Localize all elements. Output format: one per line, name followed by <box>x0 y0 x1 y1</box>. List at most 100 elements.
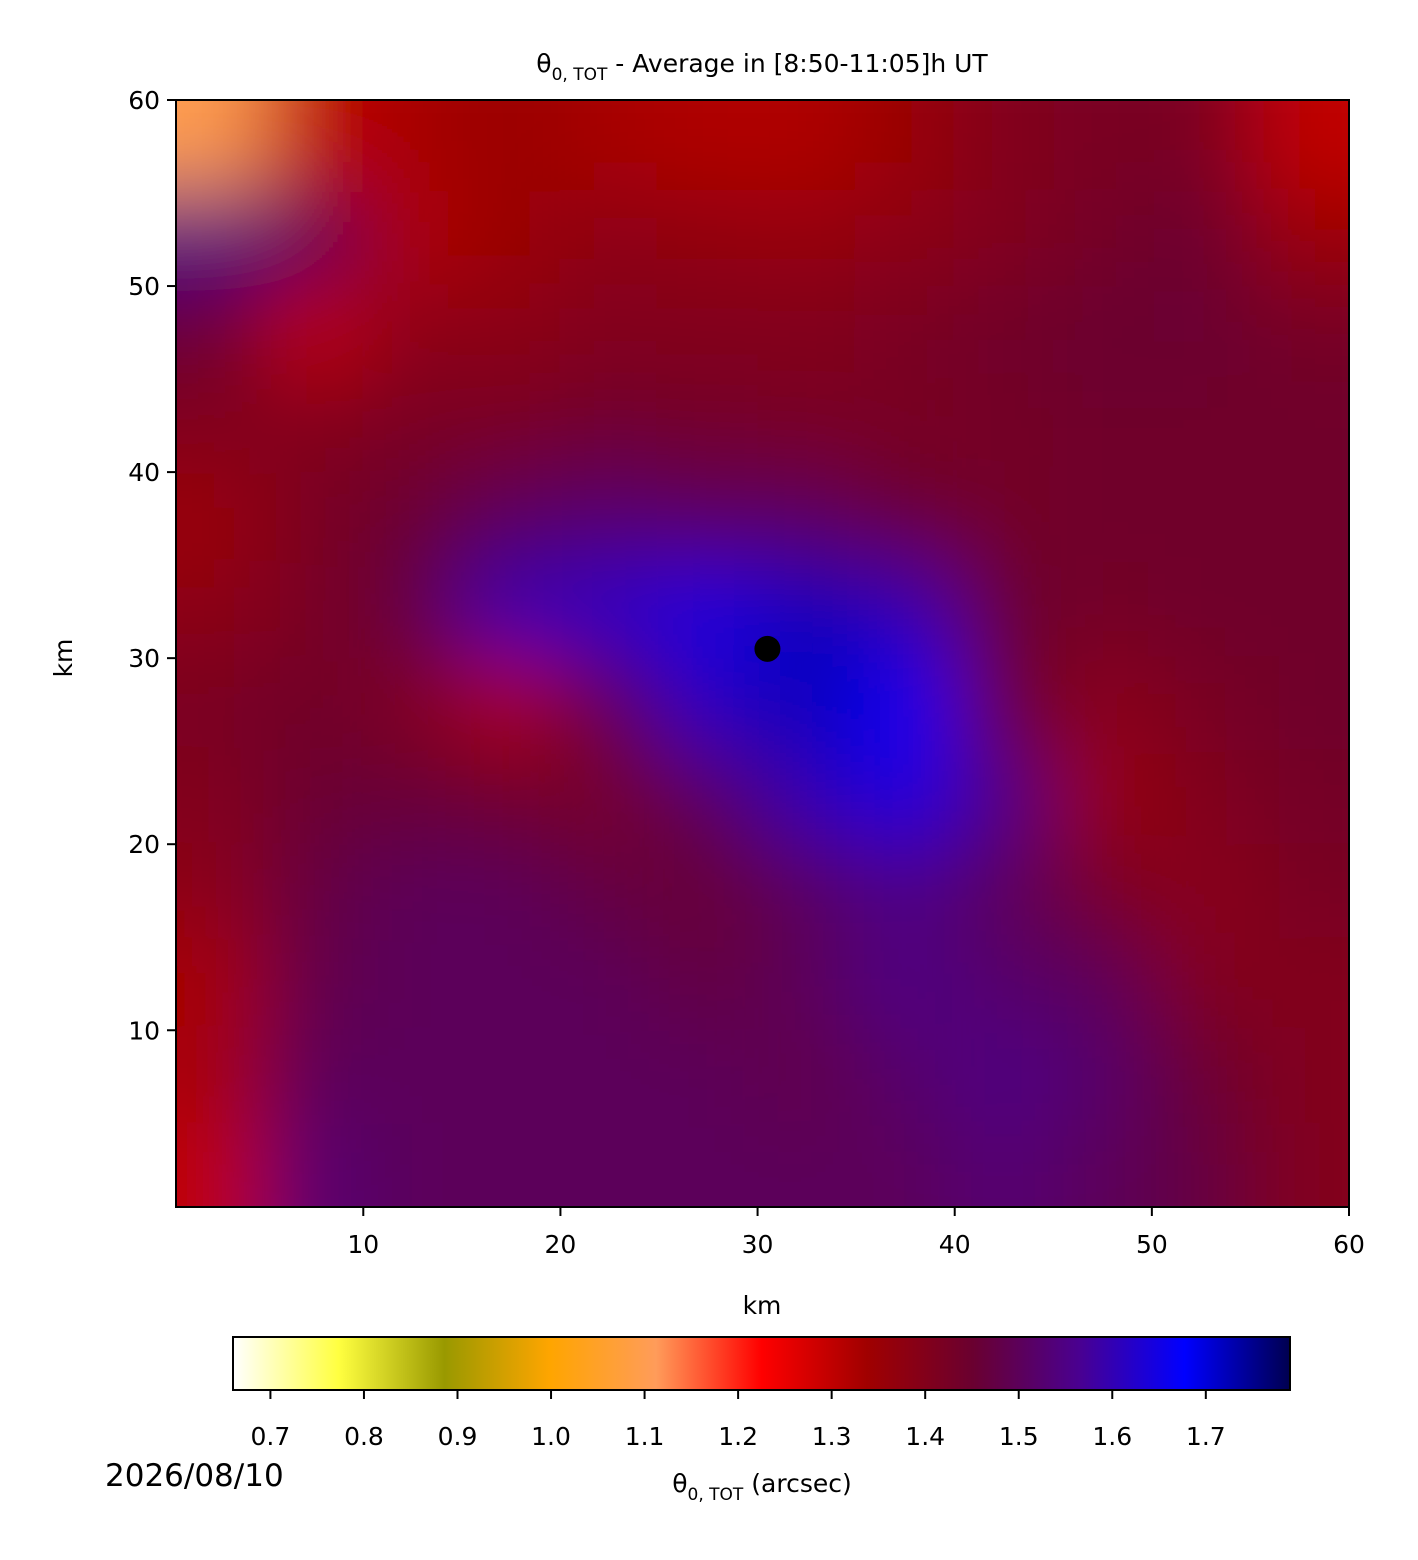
heat-cell <box>1150 1029 1252 1125</box>
colorbar <box>232 1336 1291 1391</box>
heat-cell <box>953 564 1055 660</box>
heat-cell <box>756 378 858 474</box>
heat-cell <box>1052 192 1153 288</box>
heat-cell <box>756 100 858 195</box>
colorbar-tick-label: 1.1 <box>625 1422 665 1451</box>
heat-cell <box>176 657 266 753</box>
heat-cell <box>658 100 759 195</box>
heat-cell <box>1052 843 1153 939</box>
heat-cell <box>362 657 463 753</box>
heat-cell <box>756 936 858 1032</box>
heat-cell <box>176 843 266 939</box>
heat-cell <box>176 936 266 1032</box>
heat-cell <box>559 936 660 1032</box>
heat-cell <box>559 192 660 288</box>
heat-cell <box>658 657 759 753</box>
heat-cell <box>362 378 463 474</box>
heat-cell <box>855 378 956 474</box>
heat-cell <box>658 378 759 474</box>
heat-cell <box>176 471 266 567</box>
heat-cell <box>1249 1122 1349 1207</box>
heat-cell <box>658 936 759 1032</box>
heat-cell <box>1150 378 1252 474</box>
heat-cell <box>263 100 365 195</box>
heat-cell <box>362 843 463 939</box>
heat-cell <box>460 1122 562 1207</box>
y-tick-label: 40 <box>128 458 160 487</box>
heat-cell <box>658 1122 759 1207</box>
heat-cell <box>1249 750 1349 846</box>
colorbar-tick-label: 1.4 <box>905 1422 945 1451</box>
heat-cell <box>953 843 1055 939</box>
y-tick-label: 50 <box>128 272 160 301</box>
heat-cell <box>1249 192 1349 288</box>
heat-cell <box>855 564 956 660</box>
heat-cell <box>756 192 858 288</box>
heat-cell <box>855 285 956 381</box>
heat-cell <box>263 192 365 288</box>
heat-cell <box>953 750 1055 846</box>
heatmap <box>176 100 1349 1207</box>
heat-cell <box>1150 564 1252 660</box>
heat-cell <box>1052 564 1153 660</box>
heat-cell <box>1052 936 1153 1032</box>
heat-cell <box>460 285 562 381</box>
heat-cell <box>855 750 956 846</box>
heat-cell <box>176 378 266 474</box>
heat-cell <box>1249 936 1349 1032</box>
heat-cell <box>460 750 562 846</box>
colorbar-tick-label: 1.2 <box>718 1422 758 1451</box>
heat-cell <box>953 936 1055 1032</box>
heat-cell <box>559 657 660 753</box>
heat-cell <box>1249 285 1349 381</box>
heat-cell <box>263 657 365 753</box>
heat-cell <box>658 843 759 939</box>
heat-cell <box>559 1029 660 1125</box>
heat-cell <box>263 1029 365 1125</box>
heat-cell <box>658 471 759 567</box>
heat-cell <box>1052 378 1153 474</box>
colorbar-tick-label: 1.6 <box>1092 1422 1132 1451</box>
heat-cell <box>263 564 365 660</box>
heat-cell <box>953 1029 1055 1125</box>
plot-frame <box>175 99 1350 1208</box>
heat-cell <box>953 657 1055 753</box>
heat-cell <box>855 100 956 195</box>
heat-cell <box>176 100 266 195</box>
heat-cell <box>176 1122 266 1207</box>
heat-cell <box>756 471 858 567</box>
heat-cell <box>658 564 759 660</box>
heat-cell <box>362 285 463 381</box>
heat-cell <box>559 843 660 939</box>
colorbar-tick-label: 1.3 <box>812 1422 852 1451</box>
heat-cell <box>263 936 365 1032</box>
heat-cell <box>559 285 660 381</box>
colorbar-tick-label: 0.9 <box>438 1422 478 1451</box>
heat-cell <box>1052 1122 1153 1207</box>
heat-cell <box>953 378 1055 474</box>
heat-cell <box>1052 471 1153 567</box>
heat-cell <box>559 471 660 567</box>
heat-cell <box>1150 657 1252 753</box>
heat-cell <box>176 192 266 288</box>
heat-cell <box>559 564 660 660</box>
heat-cell <box>1052 750 1153 846</box>
heat-cell <box>1052 285 1153 381</box>
heat-cell <box>263 1122 365 1207</box>
x-tick-label: 50 <box>1136 1230 1168 1259</box>
heat-cell <box>263 285 365 381</box>
heat-cell <box>658 192 759 288</box>
heat-cell <box>756 285 858 381</box>
y-tick-label: 30 <box>128 644 160 673</box>
heat-cell <box>1052 657 1153 753</box>
heat-cell <box>176 1029 266 1125</box>
heat-cell <box>953 471 1055 567</box>
heat-cell <box>756 657 858 753</box>
heat-cell <box>263 750 365 846</box>
heat-cell <box>460 657 562 753</box>
heat-cell <box>460 100 562 195</box>
heat-cell <box>756 750 858 846</box>
colorbar-tick-label: 0.8 <box>344 1422 384 1451</box>
y-tick-label: 60 <box>128 86 160 115</box>
heat-cell <box>1249 471 1349 567</box>
